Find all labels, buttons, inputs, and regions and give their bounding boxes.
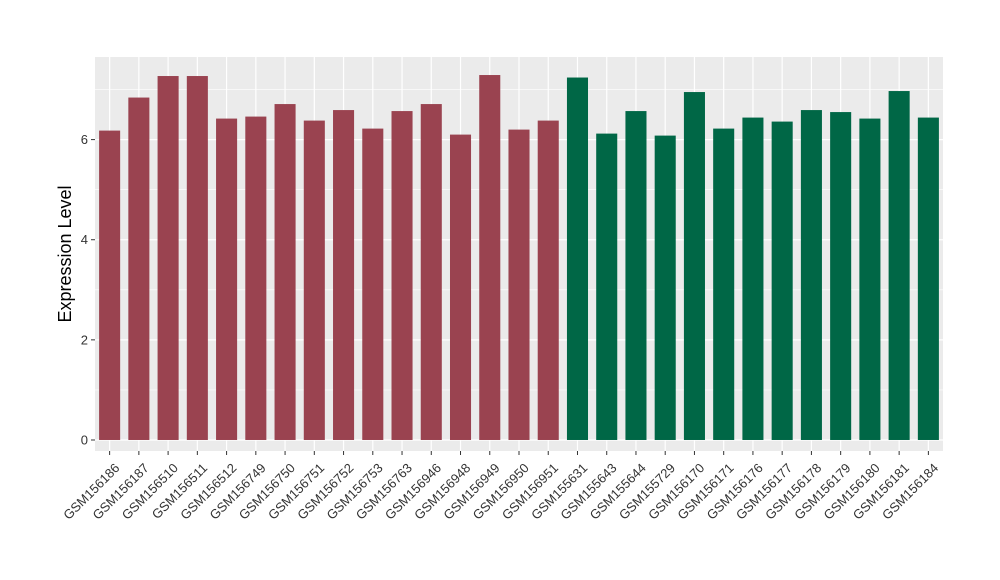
- bar-gsm156184: [917, 117, 939, 440]
- y-tick-label: 2: [81, 332, 88, 347]
- bar-gsm156763: [391, 111, 413, 440]
- bars: [99, 75, 939, 440]
- bar-gsm156170: [683, 92, 705, 440]
- bar-gsm155644: [625, 111, 647, 440]
- bar-gsm156751: [303, 120, 325, 440]
- bar-gsm156752: [333, 110, 355, 440]
- bar-gsm155729: [654, 135, 676, 440]
- y-tick-label: 4: [81, 232, 88, 247]
- bar-gsm156511: [186, 76, 208, 440]
- bar-gsm155631: [566, 77, 589, 440]
- bar-gsm156512: [216, 118, 238, 440]
- bar-gsm156171: [713, 128, 735, 440]
- bar-gsm156750: [274, 104, 296, 440]
- x-axis: GSM156186GSM156187GSM156510GSM156511GSM1…: [60, 451, 941, 523]
- bar-gsm156951: [537, 120, 559, 440]
- bar-gsm156180: [859, 118, 881, 440]
- bar-gsm156948: [449, 134, 472, 440]
- y-tick-label: 6: [81, 132, 88, 147]
- bar-gsm156949: [479, 75, 501, 440]
- y-tick-label: 0: [81, 432, 88, 447]
- y-axis-title: Expression Level: [55, 185, 75, 322]
- y-axis: 0 2 4 6: [81, 132, 95, 447]
- bar-gsm156749: [245, 116, 267, 440]
- bar-gsm156187: [128, 97, 150, 440]
- bar-gsm156946: [420, 104, 442, 440]
- bar-gsm156950: [508, 129, 530, 440]
- bar-gsm156176: [742, 117, 764, 440]
- bar-gsm156186: [99, 130, 121, 440]
- bar-gsm156178: [800, 110, 822, 440]
- bar-gsm156177: [771, 121, 793, 440]
- bar-gsm155643: [596, 133, 618, 440]
- bar-gsm156510: [157, 76, 179, 440]
- bar-gsm156179: [830, 112, 852, 440]
- bar-gsm156181: [888, 91, 910, 440]
- bar-gsm156753: [362, 128, 384, 440]
